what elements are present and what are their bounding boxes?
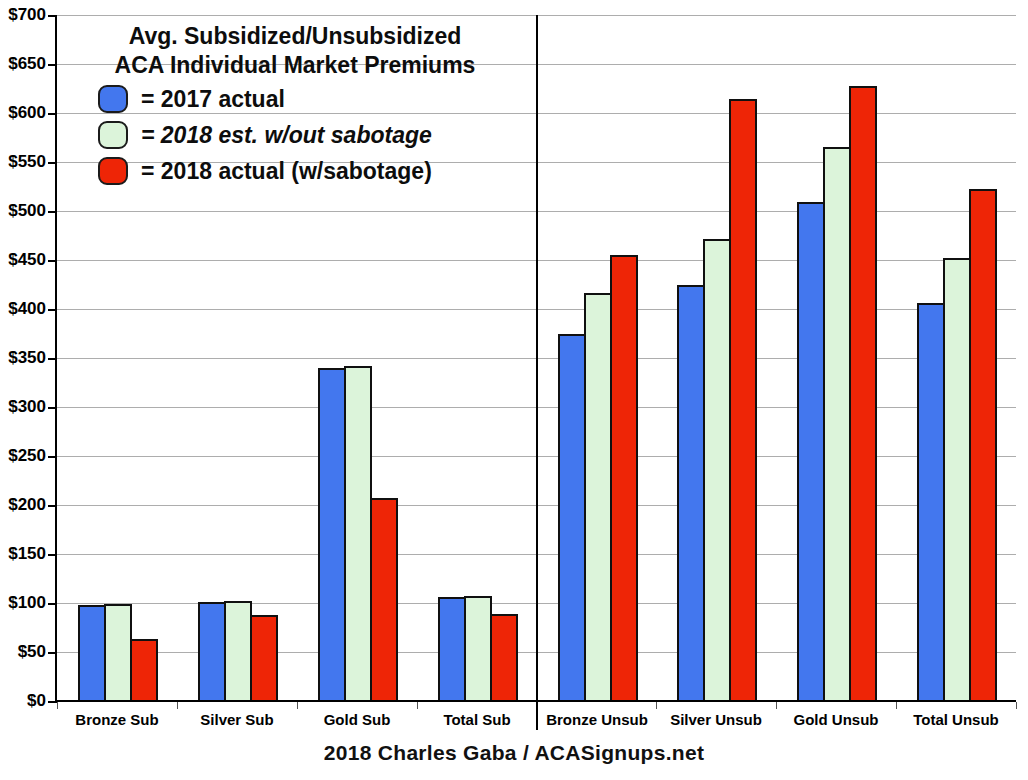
x-tick-6	[776, 702, 777, 709]
x-category-label-total-unsub: Total Unsub	[896, 711, 1016, 728]
bar-silver-unsub-series-1	[703, 239, 731, 701]
x-axis-line	[55, 700, 1016, 702]
y-tick-600	[48, 113, 56, 115]
x-tick-0	[57, 702, 58, 709]
y-tick-300	[48, 407, 56, 409]
x-tick-7	[896, 702, 897, 709]
legend-item-0: = 2017 actual	[98, 84, 432, 114]
legend-swatch-1	[98, 121, 128, 149]
x-category-label-total-sub: Total Sub	[417, 711, 537, 728]
y-tick-200	[48, 505, 56, 507]
legend-swatch-2	[98, 157, 128, 185]
bar-total-unsub-series-0	[917, 303, 945, 701]
y-tick-150	[48, 554, 56, 556]
y-tick-label-550: $550	[0, 152, 46, 172]
y-tick-550	[48, 162, 56, 164]
y-tick-350	[48, 358, 56, 360]
y-tick-50	[48, 652, 56, 654]
legend-label-2: = 2018 actual (w/sabotage)	[141, 158, 432, 185]
y-tick-label-0: $0	[0, 691, 46, 711]
bar-total-sub-series-0	[438, 597, 466, 701]
footer-credit: 2018 Charles Gaba / ACASignups.net	[0, 741, 1028, 765]
x-tick-3	[417, 702, 418, 709]
bar-total-sub-series-2	[490, 614, 518, 701]
bar-gold-sub-series-0	[318, 368, 346, 701]
bar-bronze-unsub-series-2	[610, 255, 638, 701]
bar-gold-unsub-series-1	[823, 147, 851, 701]
legend-label-0: = 2017 actual	[141, 86, 285, 113]
bar-total-unsub-series-1	[943, 258, 971, 701]
bar-total-sub-series-1	[464, 596, 492, 701]
bar-silver-unsub-series-2	[729, 99, 757, 701]
y-tick-label-300: $300	[0, 397, 46, 417]
x-tick-2	[297, 702, 298, 709]
bar-bronze-sub-series-1	[104, 604, 132, 701]
bar-silver-sub-series-1	[224, 601, 252, 701]
bar-gold-unsub-series-0	[797, 202, 825, 701]
y-tick-400	[48, 309, 56, 311]
x-category-label-silver-unsub: Silver Unsub	[656, 711, 776, 728]
bar-bronze-unsub-series-0	[558, 334, 586, 701]
y-tick-label-500: $500	[0, 201, 46, 221]
y-tick-label-200: $200	[0, 495, 46, 515]
y-tick-label-600: $600	[0, 103, 46, 123]
x-category-label-bronze-sub: Bronze Sub	[57, 711, 177, 728]
bar-silver-sub-series-2	[250, 615, 278, 701]
x-tick-5	[656, 702, 657, 709]
chart-legend: = 2017 actual = 2018 est. w/out sabotage =…	[98, 84, 432, 192]
legend-item-2: = 2018 actual (w/sabotage)	[98, 156, 432, 186]
premium-bar-chart: Avg. Subsidized/Unsubsidized ACA Individ…	[0, 0, 1028, 780]
chart-title: Avg. Subsidized/Unsubsidized ACA Individ…	[55, 22, 535, 80]
bar-silver-unsub-series-0	[677, 285, 705, 701]
bar-bronze-sub-series-2	[130, 639, 158, 701]
x-tick-8	[1016, 702, 1017, 709]
y-tick-label-350: $350	[0, 348, 46, 368]
bar-bronze-unsub-series-1	[584, 293, 612, 701]
y-tick-label-700: $700	[0, 5, 46, 25]
y-tick-450	[48, 260, 56, 262]
y-tick-label-250: $250	[0, 446, 46, 466]
y-tick-label-650: $650	[0, 54, 46, 74]
y-tick-label-400: $400	[0, 299, 46, 319]
bar-silver-sub-series-0	[198, 602, 226, 701]
y-tick-label-100: $100	[0, 593, 46, 613]
y-tick-250	[48, 456, 56, 458]
x-category-label-gold-unsub: Gold Unsub	[776, 711, 896, 728]
x-category-label-silver-sub: Silver Sub	[177, 711, 297, 728]
bar-total-unsub-series-2	[969, 189, 997, 701]
legend-swatch-0	[98, 85, 128, 113]
y-tick-label-450: $450	[0, 250, 46, 270]
chart-title-line2: ACA Individual Market Premiums	[55, 51, 535, 80]
legend-item-1: = 2018 est. w/out sabotage	[98, 120, 432, 150]
bar-bronze-sub-series-0	[78, 605, 106, 701]
y-tick-label-150: $150	[0, 544, 46, 564]
bar-gold-sub-series-2	[370, 498, 398, 701]
sub-unsub-divider-line	[536, 15, 538, 730]
x-tick-1	[177, 702, 178, 709]
bar-gold-sub-series-1	[344, 366, 372, 701]
x-category-label-gold-sub: Gold Sub	[297, 711, 417, 728]
y-tick-500	[48, 211, 56, 213]
legend-label-1: = 2018 est. w/out sabotage	[141, 122, 432, 149]
chart-title-line1: Avg. Subsidized/Unsubsidized	[55, 22, 535, 51]
y-tick-700	[48, 15, 56, 17]
y-tick-100	[48, 603, 56, 605]
y-tick-label-50: $50	[0, 642, 46, 662]
bar-gold-unsub-series-2	[849, 86, 877, 701]
x-category-label-bronze-unsub: Bronze Unsub	[537, 711, 657, 728]
